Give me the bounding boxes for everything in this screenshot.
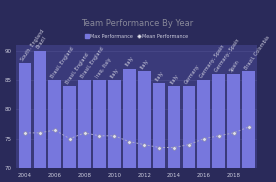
Bar bbox=[153, 83, 165, 182]
Bar bbox=[34, 51, 46, 182]
Bar bbox=[123, 69, 136, 182]
Bar bbox=[213, 74, 225, 182]
Text: Brazil: Brazil bbox=[35, 36, 47, 50]
Text: Italy: Italy bbox=[139, 59, 150, 70]
Text: Italy: Italy bbox=[124, 56, 135, 67]
Text: Brazil, Colombia: Brazil, Colombia bbox=[244, 35, 271, 70]
Legend: Max Performance, Mean Performance: Max Performance, Mean Performance bbox=[83, 32, 190, 41]
Text: Italy: Italy bbox=[110, 67, 120, 79]
Text: Spain: Spain bbox=[229, 59, 241, 73]
Bar bbox=[19, 63, 31, 182]
Bar bbox=[183, 86, 195, 182]
Bar bbox=[78, 80, 91, 182]
Title: Team Performance By Year: Team Performance By Year bbox=[81, 19, 193, 28]
Bar bbox=[49, 80, 61, 182]
Bar bbox=[242, 72, 255, 182]
Text: Italy: Italy bbox=[169, 73, 179, 85]
Text: Italy: Italy bbox=[154, 70, 164, 82]
Text: Brasil, England: Brasil, England bbox=[65, 52, 90, 85]
Text: Germany: Germany bbox=[184, 64, 201, 85]
Bar bbox=[93, 80, 106, 182]
Text: Germany, Spain: Germany, Spain bbox=[214, 38, 241, 73]
Bar bbox=[138, 72, 150, 182]
Text: Iraq, Italy: Iraq, Italy bbox=[95, 57, 112, 79]
Text: Brasil, England: Brasil, England bbox=[50, 46, 75, 79]
Bar bbox=[168, 86, 180, 182]
Text: Germany, Spain: Germany, Spain bbox=[199, 44, 226, 79]
Text: Brasil, England: Brasil, England bbox=[80, 46, 105, 79]
Text: South, England: South, England bbox=[20, 28, 46, 62]
Bar bbox=[198, 80, 210, 182]
Bar bbox=[227, 74, 240, 182]
Bar bbox=[108, 80, 121, 182]
Bar bbox=[63, 86, 76, 182]
